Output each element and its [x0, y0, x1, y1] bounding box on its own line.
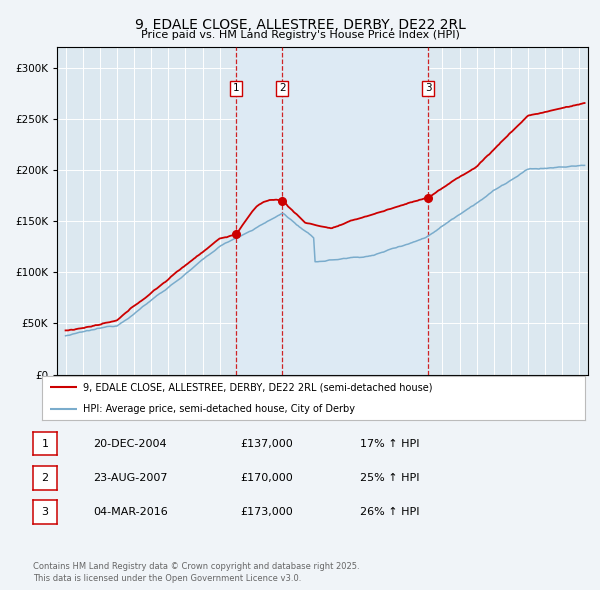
Text: 9, EDALE CLOSE, ALLESTREE, DERBY, DE22 2RL (semi-detached house): 9, EDALE CLOSE, ALLESTREE, DERBY, DE22 2… [83, 382, 432, 392]
Text: 20-DEC-2004: 20-DEC-2004 [93, 439, 167, 448]
Text: £170,000: £170,000 [240, 473, 293, 483]
Text: 26% ↑ HPI: 26% ↑ HPI [360, 507, 419, 517]
Text: 04-MAR-2016: 04-MAR-2016 [93, 507, 168, 517]
Text: 2: 2 [279, 83, 286, 93]
Bar [236, 47, 428, 375]
Text: 3: 3 [41, 507, 49, 517]
Text: 1: 1 [233, 83, 239, 93]
Text: HPI: Average price, semi-detached house, City of Derby: HPI: Average price, semi-detached house,… [83, 405, 355, 414]
Text: £173,000: £173,000 [240, 507, 293, 517]
Text: £137,000: £137,000 [240, 439, 293, 448]
Text: 23-AUG-2007: 23-AUG-2007 [93, 473, 167, 483]
Text: Contains HM Land Registry data © Crown copyright and database right 2025.
This d: Contains HM Land Registry data © Crown c… [33, 562, 359, 583]
Text: 17% ↑ HPI: 17% ↑ HPI [360, 439, 419, 448]
Text: Price paid vs. HM Land Registry's House Price Index (HPI): Price paid vs. HM Land Registry's House … [140, 30, 460, 40]
Text: 25% ↑ HPI: 25% ↑ HPI [360, 473, 419, 483]
Text: 3: 3 [425, 83, 431, 93]
Text: 1: 1 [41, 439, 49, 448]
Text: 9, EDALE CLOSE, ALLESTREE, DERBY, DE22 2RL: 9, EDALE CLOSE, ALLESTREE, DERBY, DE22 2… [134, 18, 466, 32]
Text: 2: 2 [41, 473, 49, 483]
